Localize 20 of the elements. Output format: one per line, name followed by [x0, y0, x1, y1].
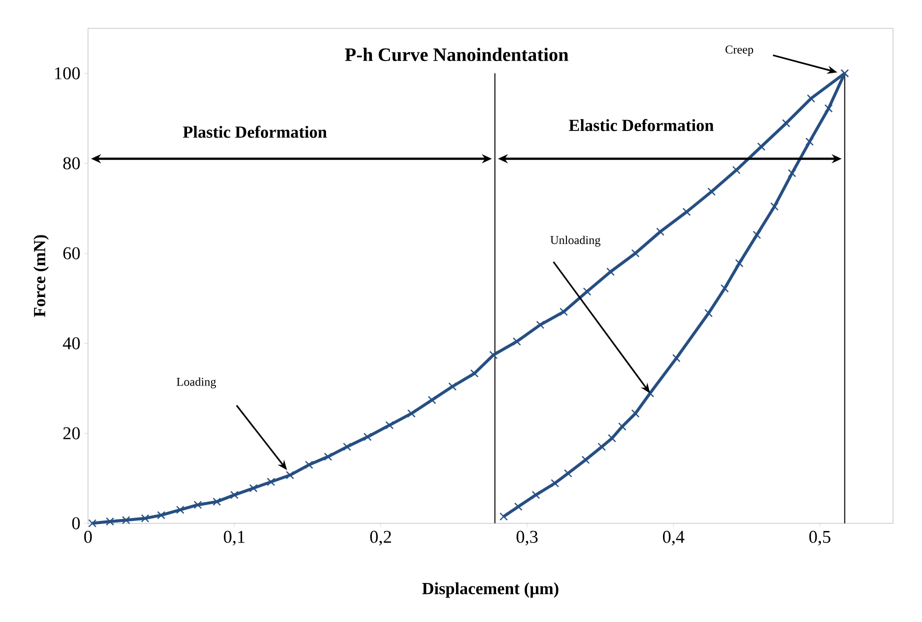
x-tick-label: 0,4 [662, 530, 684, 546]
annotation: Unloading [550, 236, 600, 247]
y-tick-label: 100 [55, 67, 80, 80]
y-tick-label: 20 [63, 427, 80, 440]
x-tick-label: 0,3 [516, 530, 538, 546]
y-tick-label: 80 [63, 157, 80, 170]
x-tick-label: 0,5 [809, 530, 830, 546]
x-axis-title: Displacement (µm) [422, 582, 558, 598]
annotation: Plastic Deformation [182, 126, 327, 138]
x-tick-label: 0,2 [370, 530, 391, 546]
x-tick-label: 0,1 [224, 530, 245, 546]
y-tick-label: 40 [62, 337, 80, 350]
y-axis-title: Force (mN) [33, 235, 49, 317]
annotation: Loading [176, 377, 216, 388]
y-tick-label: 0 [72, 517, 80, 530]
y-tick-label: 60 [63, 247, 80, 260]
text: P-h Curve Nanoindentation [345, 48, 568, 62]
x-tick-label: 0 [84, 530, 92, 543]
annotation: Elastic Deformation [568, 118, 714, 132]
annotation: Creep [726, 46, 754, 56]
